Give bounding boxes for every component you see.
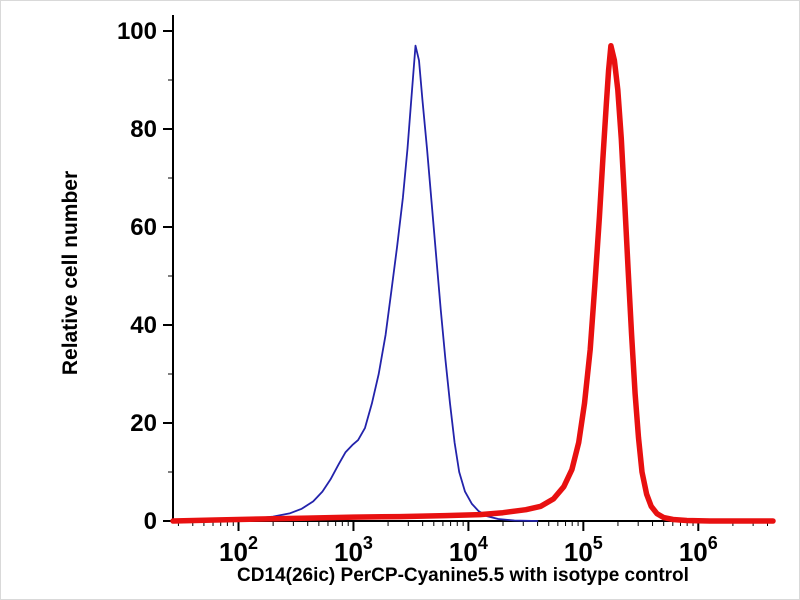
cd14-percp-cy5-5-curve [170,42,776,524]
x-tick-label: 105 [564,533,603,567]
x-tick-label: 102 [219,533,258,567]
y-tick-label: 80 [130,116,157,143]
x-tick-label: 106 [679,533,718,567]
isotype-control-curve [172,44,539,522]
y-tick-label: 60 [130,214,157,241]
x-axis-title: CD14(26ic) PerCP-Cyanine5.5 with isotype… [237,565,689,586]
x-tick-label: 104 [449,533,488,567]
y-axis-title: Relative cell number [59,170,82,376]
y-tick-label: 100 [117,18,157,45]
y-tick-label: 0 [144,508,157,535]
y-tick-label: 20 [130,410,157,437]
x-tick-label: 103 [334,533,373,567]
y-tick-label: 40 [130,312,157,339]
